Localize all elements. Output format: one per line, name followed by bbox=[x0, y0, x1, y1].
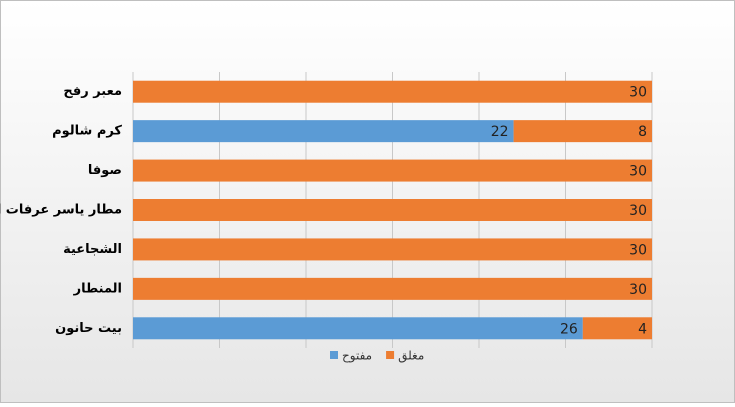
bar-segment bbox=[513, 120, 652, 143]
legend-swatch bbox=[330, 351, 338, 359]
bar-segment bbox=[133, 80, 652, 103]
bar-segment bbox=[133, 238, 652, 261]
value-label: 26 bbox=[560, 321, 578, 337]
bar-segment bbox=[582, 317, 652, 340]
legend-swatch bbox=[386, 351, 395, 359]
bar-segment bbox=[133, 317, 583, 340]
category-label: صوفا bbox=[88, 163, 122, 178]
category-label: المنطار bbox=[73, 281, 122, 296]
category-label: معبر رفح bbox=[63, 84, 122, 99]
value-label: 30 bbox=[629, 85, 647, 101]
bar-segment bbox=[133, 199, 652, 221]
category-label: الشجاعية bbox=[63, 242, 122, 257]
legend-label: مفتوح bbox=[342, 349, 372, 364]
value-label: 4 bbox=[638, 321, 647, 337]
legend-label: مغلق bbox=[398, 349, 424, 364]
category-label: مطار ياسر عرفات الدولي bbox=[0, 203, 122, 218]
category-label: بيت حانون bbox=[55, 321, 122, 336]
category-label: كرم شالوم bbox=[52, 124, 122, 139]
value-label: 30 bbox=[629, 203, 647, 219]
bar-segment bbox=[133, 159, 652, 182]
value-label: 8 bbox=[638, 124, 647, 140]
value-label: 30 bbox=[629, 242, 647, 258]
bar-segment bbox=[133, 120, 514, 143]
bar-segment bbox=[133, 277, 652, 300]
value-label: 22 bbox=[491, 124, 509, 140]
value-label: 30 bbox=[629, 164, 647, 180]
value-label: 30 bbox=[629, 282, 647, 298]
